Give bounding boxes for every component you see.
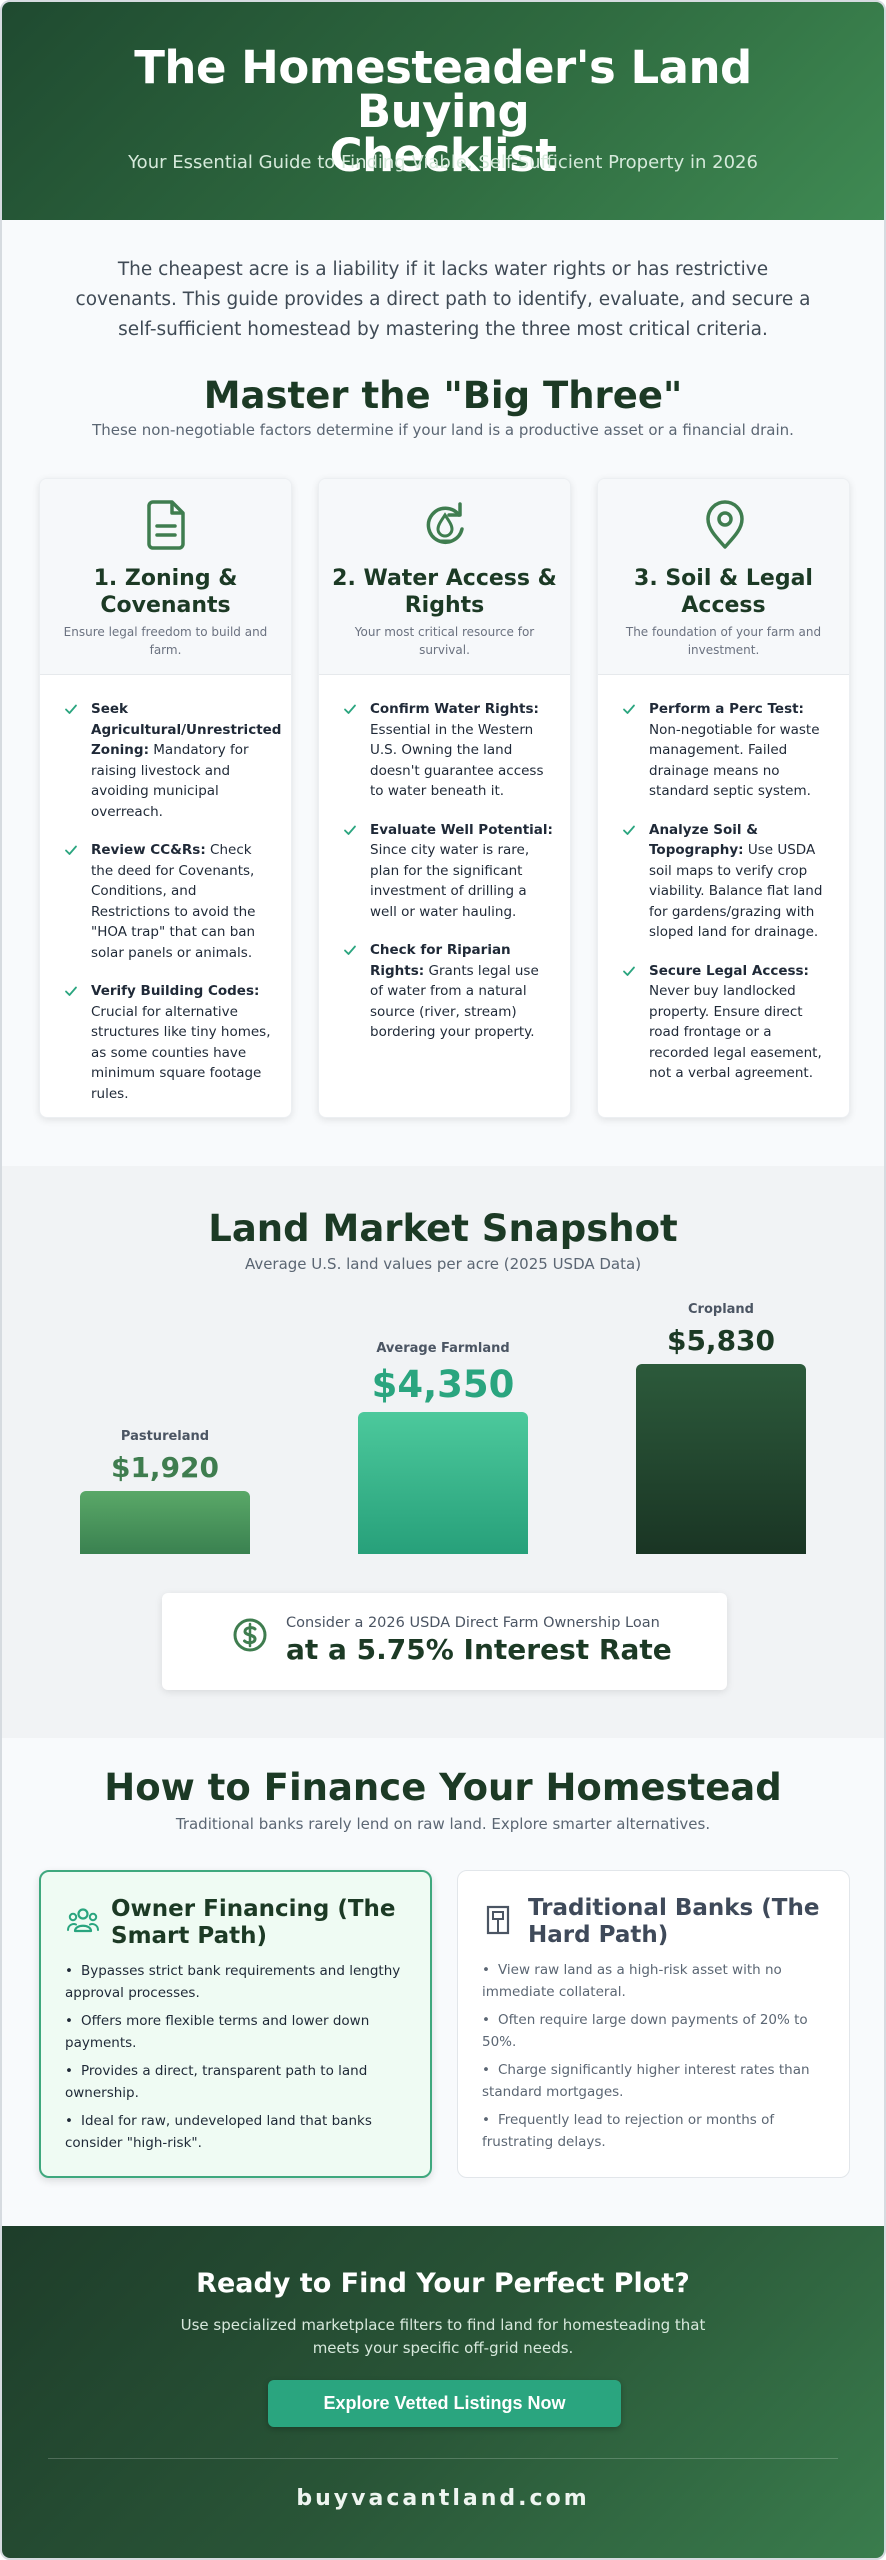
bar-value-label: $5,830: [666, 1324, 776, 1357]
cta-footer: Ready to Find Your Perfect Plot? Use spe…: [2, 2226, 884, 2558]
check-icon: [344, 945, 356, 955]
traditional-banks-card: Traditional Banks (The Hard Path) View r…: [457, 1870, 850, 2178]
card-title: 3. Soil & Legal Access: [634, 566, 813, 618]
market-title: Land Market Snapshot: [208, 1207, 678, 1250]
list-item: Frequently lead to rejection or months o…: [482, 2109, 829, 2153]
list-item: View raw land as a high-risk asset with …: [482, 1959, 829, 2003]
chart-bar: [636, 1364, 806, 1554]
card-water: 2. Water Access & Rights Your most criti…: [318, 478, 571, 1118]
big-three-subtitle: These non-negotiable factors determine i…: [92, 421, 794, 439]
check-icon: [623, 704, 635, 714]
check-icon: [65, 845, 77, 855]
chart-bar: [358, 1412, 528, 1554]
list-item: Verify Building Codes: Crucial for alter…: [64, 981, 277, 1104]
check-icon: [623, 825, 635, 835]
check-icon: [65, 704, 77, 714]
traditional-banks-title: Traditional Banks (The Hard Path): [528, 1895, 820, 1948]
big-three-title: Master the "Big Three": [203, 374, 683, 417]
title-line-1: The Homesteader's Land Buying: [134, 41, 752, 138]
loan-rate: at a 5.75% Interest Rate: [286, 1633, 672, 1666]
list-item: Offers more flexible terms and lower dow…: [65, 2010, 410, 2054]
bar-category-label: Pastureland: [120, 1429, 210, 1444]
bar-value-label: $4,350: [371, 1363, 515, 1406]
map-pin-icon: [706, 500, 744, 549]
card-tagline: Ensure legal freedom to build and farm.: [63, 625, 268, 657]
list-item: Analyze Soil & Topography: Use USDA soil…: [622, 820, 835, 943]
brand-link[interactable]: buyvacantland.com: [296, 2486, 590, 2511]
page-subtitle: Your Essential Guide to Finding Viable, …: [128, 152, 758, 173]
check-icon: [65, 986, 77, 996]
bank-door-icon: [486, 1905, 510, 1935]
loan-text: Consider a 2026 USDA Direct Farm Ownersh…: [286, 1615, 660, 1631]
cta-title: Ready to Find Your Perfect Plot?: [196, 2268, 690, 2299]
card-soil: 3. Soil & Legal Access The foundation of…: [597, 478, 850, 1118]
dollar-coin-icon: [233, 1618, 267, 1652]
check-icon: [344, 825, 356, 835]
market-subtitle: Average U.S. land values per acre (2025 …: [244, 1255, 642, 1273]
check-icon: [344, 704, 356, 714]
document-icon: [147, 500, 185, 550]
list-item: Charge significantly higher interest rat…: [482, 2059, 829, 2103]
divider: [48, 2458, 838, 2459]
list-item: Evaluate Well Potential: Since city wate…: [343, 820, 556, 923]
list-item: Often require large down payments of 20%…: [482, 2009, 829, 2053]
page-title: The Homesteader's Land Buying Checklist: [42, 45, 844, 178]
users-icon: [67, 1908, 99, 1933]
list-item: Provides a direct, transparent path to l…: [65, 2060, 410, 2104]
owner-financing-card: Owner Financing (The Smart Path) Bypasse…: [39, 1870, 432, 2178]
water-refresh-icon: [426, 502, 464, 544]
list-item: Perform a Perc Test: Non-negotiable for …: [622, 699, 835, 802]
finance-title: How to Finance Your Homestead: [104, 1766, 782, 1809]
intro-paragraph: The cheapest acre is a liability if it l…: [75, 259, 811, 340]
list-item: Review CC&Rs: Check the deed for Covenan…: [64, 840, 277, 963]
hero-header: The Homesteader's Land Buying Checklist …: [2, 2, 884, 220]
list-item: Confirm Water Rights: Essential in the W…: [343, 699, 556, 802]
list-item: Ideal for raw, undeveloped land that ban…: [65, 2110, 410, 2154]
title-line-2: Checklist: [329, 129, 557, 182]
card-zoning: 1. Zoning & Covenants Ensure legal freed…: [39, 478, 292, 1118]
cta-text: Use specialized marketplace filters to f…: [180, 2316, 706, 2357]
card-tagline: The foundation of your farm and investme…: [625, 625, 822, 657]
card-tagline: Your most critical resource for survival…: [354, 625, 535, 657]
list-item: Check for Riparian Rights: Grants legal …: [343, 940, 556, 1043]
list-item: Bypasses strict bank requirements and le…: [65, 1960, 410, 2004]
chart-bar: [80, 1491, 250, 1554]
bar-category-label: Average Farmland: [376, 1341, 510, 1356]
list-item: Secure Legal Access: Never buy landlocke…: [622, 961, 835, 1084]
owner-financing-title: Owner Financing (The Smart Path): [111, 1896, 396, 1949]
card-title: 2. Water Access & Rights: [332, 566, 557, 618]
bar-category-label: Cropland: [688, 1302, 754, 1317]
check-icon: [623, 966, 635, 976]
bar-value-label: $1,920: [110, 1451, 220, 1484]
finance-subtitle: Traditional banks rarely lend on raw lan…: [175, 1815, 711, 1833]
explore-listings-button[interactable]: Explore Vetted Listings Now: [268, 2380, 621, 2427]
card-title: 1. Zoning & Covenants: [93, 566, 238, 618]
loan-callout: Consider a 2026 USDA Direct Farm Ownersh…: [162, 1593, 727, 1690]
list-item: Seek Agricultural/Unrestricted Zoning: M…: [64, 699, 281, 822]
